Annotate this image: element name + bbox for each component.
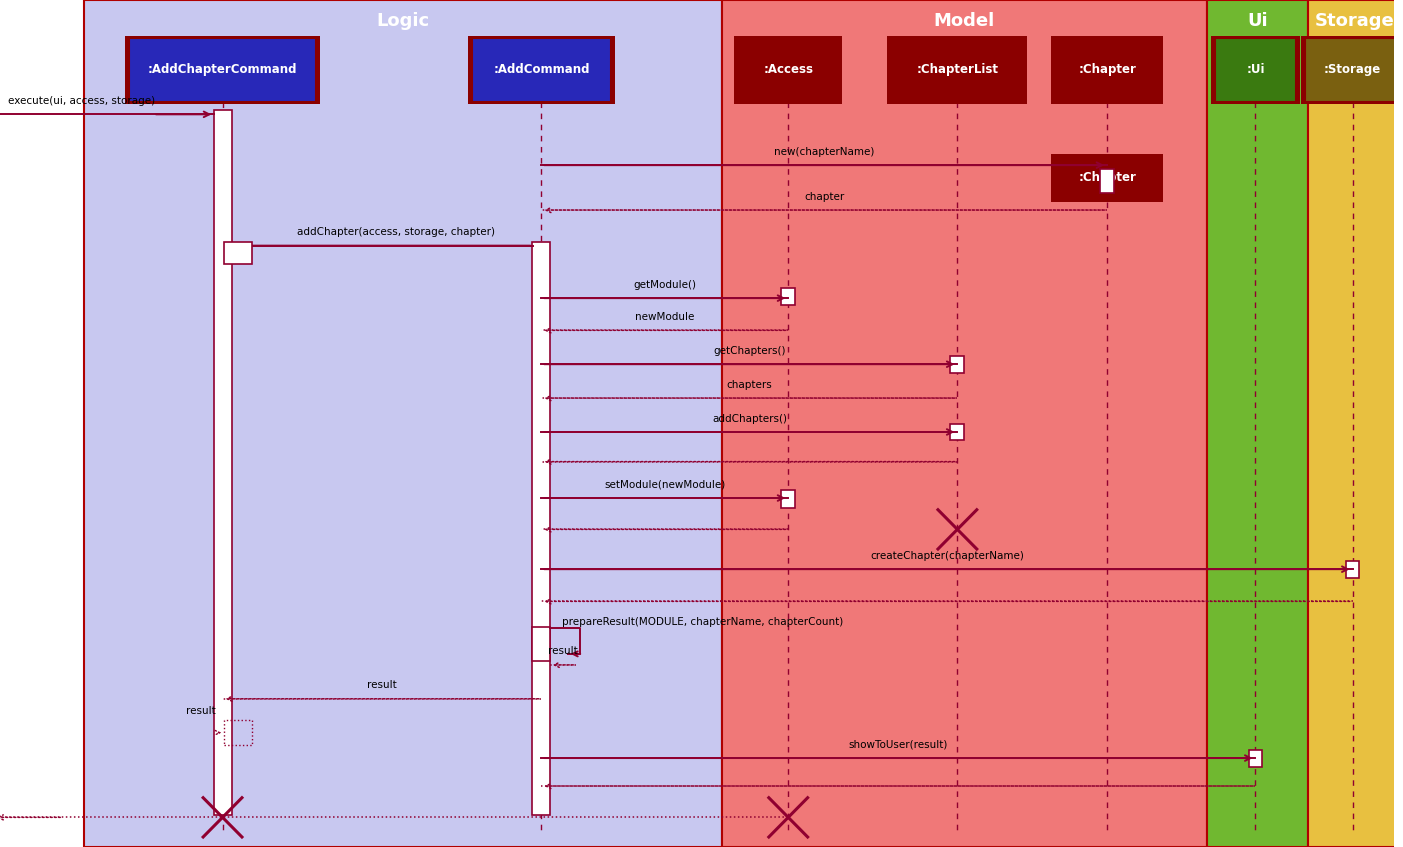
Bar <box>1249 750 1263 767</box>
Bar <box>125 36 320 104</box>
Bar <box>1055 157 1159 199</box>
Text: :Storage: :Storage <box>1324 64 1381 76</box>
Text: result: result <box>549 646 578 656</box>
Text: prepareResult(MODULE, chapterName, chapterCount): prepareResult(MODULE, chapterName, chapt… <box>563 617 843 627</box>
Bar <box>473 38 610 102</box>
Bar <box>129 38 316 102</box>
Bar <box>1100 169 1114 193</box>
Text: Model: Model <box>933 12 995 30</box>
Bar <box>84 0 721 847</box>
Text: showToUser(result): showToUser(result) <box>849 739 948 750</box>
Text: addChapters(): addChapters() <box>711 413 787 424</box>
Bar <box>1051 36 1163 104</box>
Text: chapters: chapters <box>727 379 772 390</box>
Bar <box>1051 154 1163 202</box>
Bar <box>1211 36 1299 104</box>
Bar <box>781 288 796 305</box>
Bar <box>734 36 842 104</box>
Bar <box>721 0 1207 847</box>
Bar <box>532 627 550 661</box>
Bar <box>781 490 796 508</box>
Text: Logic: Logic <box>376 12 429 30</box>
Text: newModule: newModule <box>636 312 694 322</box>
Bar <box>224 242 251 264</box>
Text: createChapter(chapterName): createChapter(chapterName) <box>870 551 1024 561</box>
Bar <box>1301 36 1403 104</box>
Text: getModule(): getModule() <box>633 280 696 290</box>
Bar <box>950 356 964 373</box>
Text: :Chapter: :Chapter <box>1078 64 1136 76</box>
Bar <box>1308 0 1402 847</box>
Text: :Access: :Access <box>763 64 814 76</box>
Text: :ChapterList: :ChapterList <box>916 64 999 76</box>
Text: new(chapterName): new(chapterName) <box>774 147 874 157</box>
Text: execute(ui, access, storage): execute(ui, access, storage) <box>7 96 154 106</box>
Bar <box>891 38 1023 102</box>
Text: :Ui: :Ui <box>1246 64 1264 76</box>
Bar <box>887 36 1027 104</box>
Text: result: result <box>368 680 397 690</box>
Bar <box>1207 0 1308 847</box>
Bar <box>1215 38 1296 102</box>
Text: setModule(newModule): setModule(newModule) <box>605 479 725 490</box>
Text: result: result <box>185 706 216 716</box>
Bar <box>1305 38 1400 102</box>
Text: Storage: Storage <box>1315 12 1395 30</box>
Text: Ui: Ui <box>1247 12 1268 30</box>
Text: :AddCommand: :AddCommand <box>494 64 589 76</box>
Bar <box>738 38 838 102</box>
Text: :Chapter: :Chapter <box>1078 171 1136 185</box>
Bar <box>1345 561 1360 578</box>
Text: getChapters(): getChapters() <box>713 346 786 356</box>
Text: addChapter(access, storage, chapter): addChapter(access, storage, chapter) <box>297 227 495 237</box>
Bar <box>469 36 615 104</box>
Bar <box>224 720 251 745</box>
Text: :AddChapterCommand: :AddChapterCommand <box>147 64 297 76</box>
Bar <box>950 424 964 440</box>
Bar <box>532 242 550 815</box>
Bar <box>1055 38 1159 102</box>
Bar <box>213 110 231 815</box>
Text: chapter: chapter <box>804 191 845 202</box>
